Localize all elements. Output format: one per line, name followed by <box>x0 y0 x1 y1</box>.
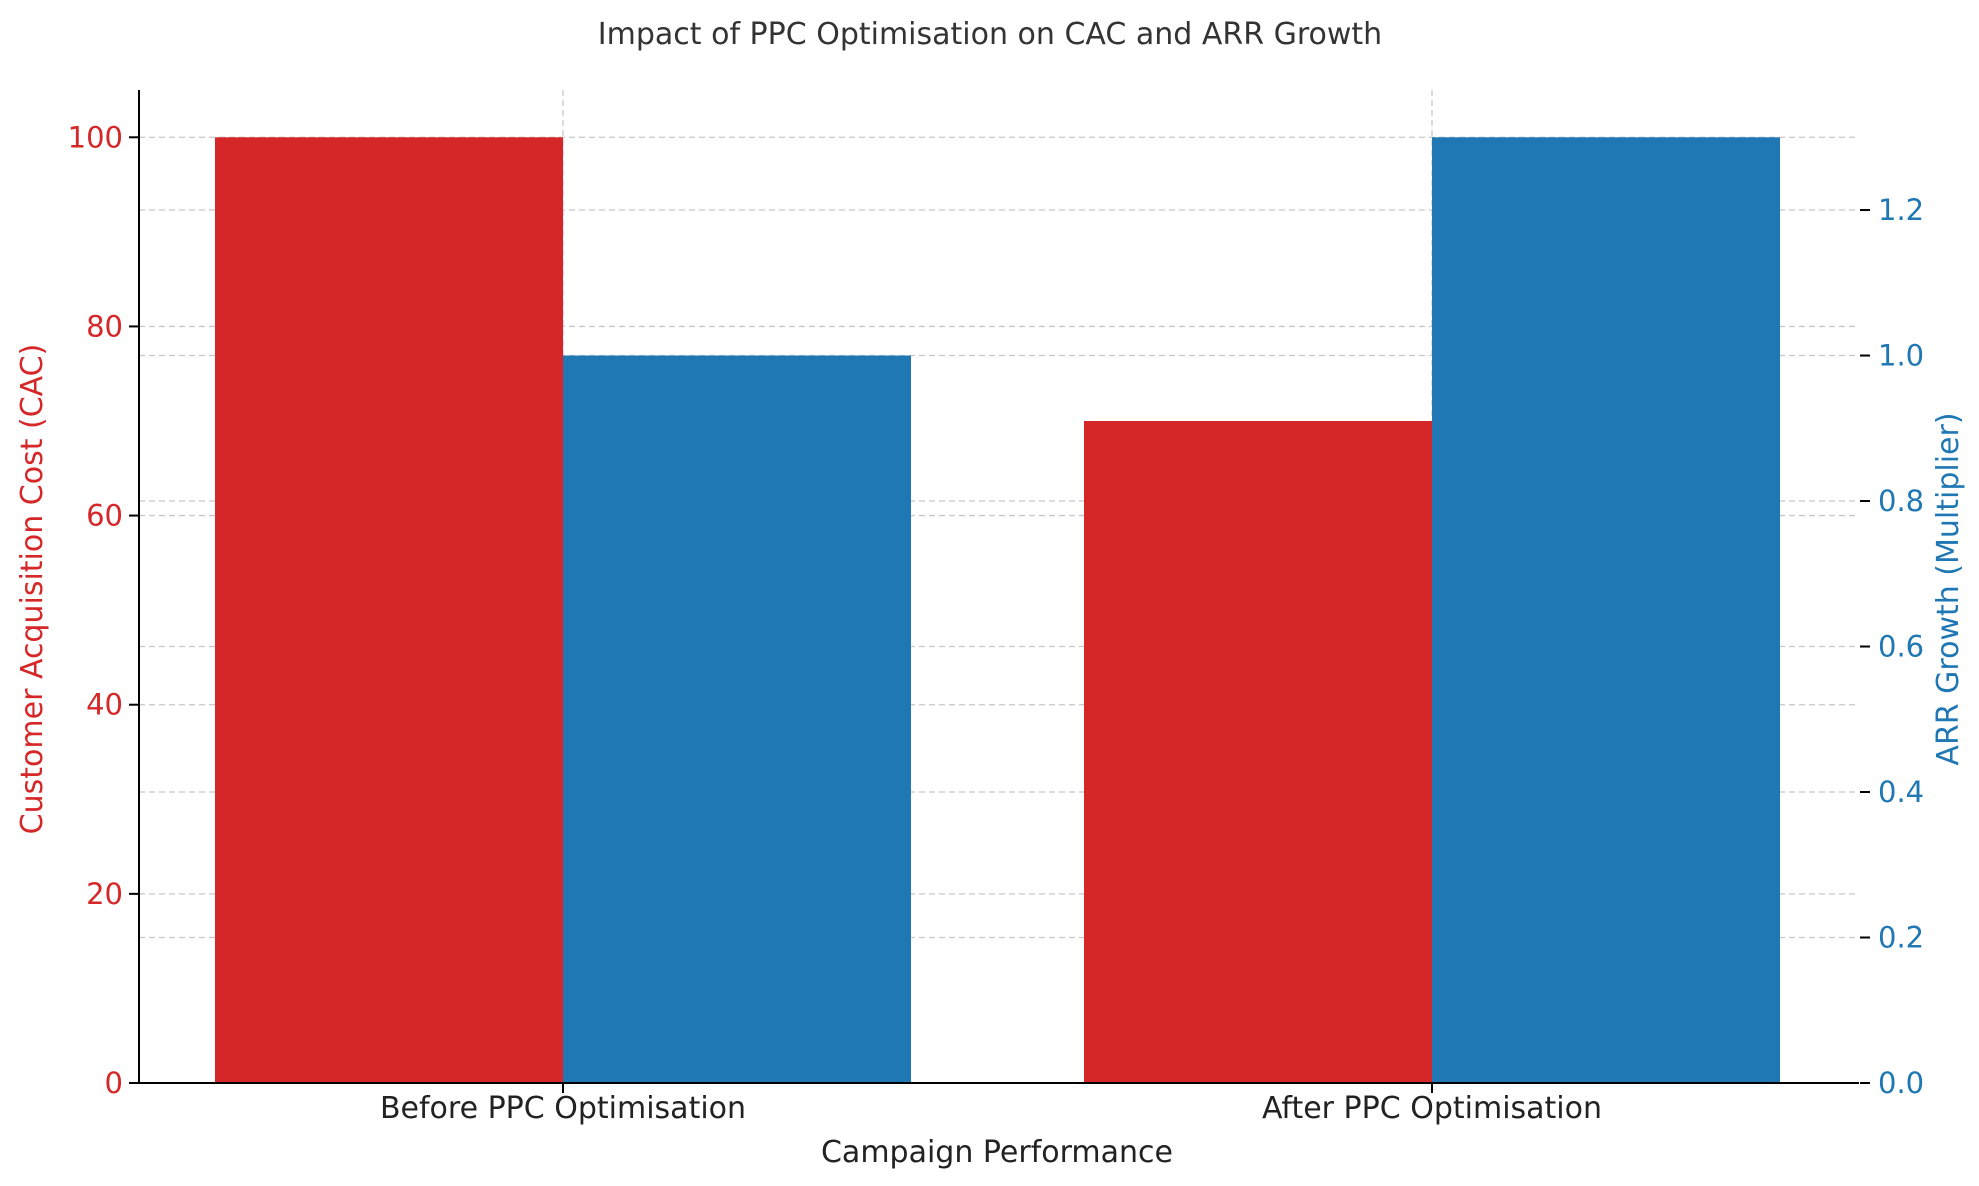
y-left-tick-label-3: 60 <box>86 499 123 533</box>
y-right-tick-label-0: 0.0 <box>1878 1066 1924 1100</box>
chart-title: Impact of PPC Optimisation on CAC and AR… <box>598 17 1382 52</box>
y-right-tick-label-4: 0.8 <box>1878 484 1924 518</box>
y-left-tick-label-5: 100 <box>68 120 123 154</box>
y-axis-right-label: ARR Growth (Multiplier) <box>1931 412 1966 765</box>
y-right-tick-label-2: 0.4 <box>1878 775 1924 809</box>
bar-cac-0 <box>215 137 563 1084</box>
bar-arr-1 <box>1432 137 1780 1084</box>
y-left-tick-label-0: 0 <box>105 1066 123 1100</box>
bar-arr-0 <box>563 355 911 1083</box>
tick-labels: 0 20 40 60 80 100 0.0 0.2 0.4 0.6 0.8 1.0 1.2 Before … <box>68 120 1924 1126</box>
y-left-tick-label-4: 80 <box>86 309 123 343</box>
x-tick-label-1: After PPC Optimisation <box>1262 1091 1602 1126</box>
axes <box>129 90 1870 1093</box>
x-tick-label-0: Before PPC Optimisation <box>380 1091 746 1126</box>
y-left-tick-label-1: 20 <box>86 877 123 911</box>
bars <box>215 137 1780 1084</box>
y-right-tick-label-6: 1.2 <box>1878 193 1924 227</box>
y-left-tick-label-2: 40 <box>86 688 123 722</box>
y-right-tick-label-3: 0.6 <box>1878 630 1924 664</box>
bar-cac-1 <box>1084 421 1432 1083</box>
x-axis-label: Campaign Performance <box>821 1135 1173 1170</box>
y-right-tick-label-1: 0.2 <box>1878 921 1924 955</box>
y-right-tick-label-5: 1.0 <box>1878 339 1924 373</box>
y-axis-left-label: Customer Acquisition Cost (CAC) <box>15 344 50 835</box>
